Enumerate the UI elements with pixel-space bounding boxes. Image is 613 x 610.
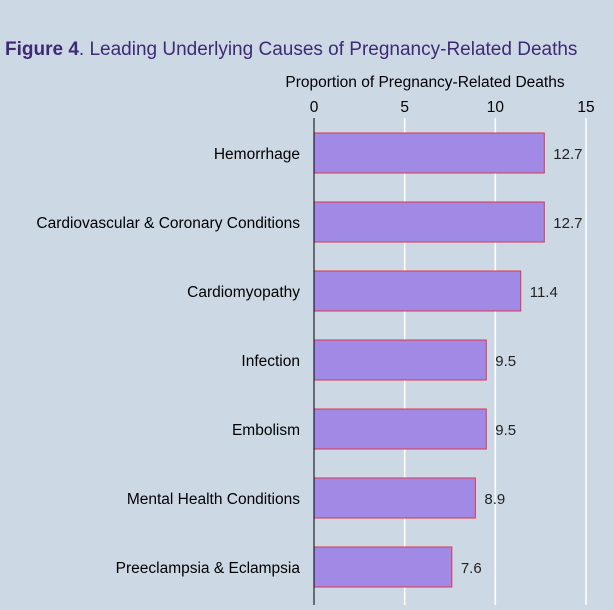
data-label: 7.6 [461, 560, 482, 577]
x-axis-ticks: 0 5 10 15 [310, 99, 595, 116]
x-tick-label: 15 [577, 99, 594, 116]
bar [313, 339, 487, 381]
category-label: Embolism [232, 422, 300, 439]
data-label: 11.4 [530, 284, 558, 301]
data-label: 8.9 [484, 491, 505, 508]
figure-title: Figure 4. Leading Underlying Causes of P… [5, 39, 577, 60]
data-labels: 12.7 12.7 11.4 9.5 9.5 8.9 7.6 [461, 146, 583, 577]
figure-title-text: . Leading Underlying Causes of Pregnancy… [79, 39, 578, 60]
bar [313, 201, 545, 243]
x-tick-label: 10 [487, 99, 505, 116]
category-label: Preeclampsia & Eclampsia [116, 560, 301, 577]
category-label: Hemorrhage [214, 146, 300, 163]
category-labels: Hemorrhage Cardiovascular & Coronary Cond… [36, 146, 300, 577]
bar [313, 408, 487, 450]
category-label: Infection [241, 353, 300, 370]
x-tick-label: 5 [400, 99, 409, 116]
data-label: 12.7 [553, 215, 582, 232]
bar [313, 270, 522, 312]
category-label: Cardiomyopathy [187, 284, 300, 301]
data-label: 9.5 [495, 422, 516, 439]
data-label: 12.7 [553, 146, 582, 163]
x-tick-label: 0 [310, 99, 319, 116]
data-label: 9.5 [495, 353, 516, 370]
category-label: Mental Health Conditions [127, 491, 300, 508]
bar [313, 477, 476, 519]
category-label: Cardiovascular & Coronary Conditions [36, 215, 300, 232]
figure-label: Figure 4 [5, 39, 79, 60]
bar [313, 132, 545, 174]
bar [313, 546, 453, 588]
x-axis-title: Proportion of Pregnancy-Related Deaths [285, 74, 564, 91]
bars [313, 132, 545, 588]
